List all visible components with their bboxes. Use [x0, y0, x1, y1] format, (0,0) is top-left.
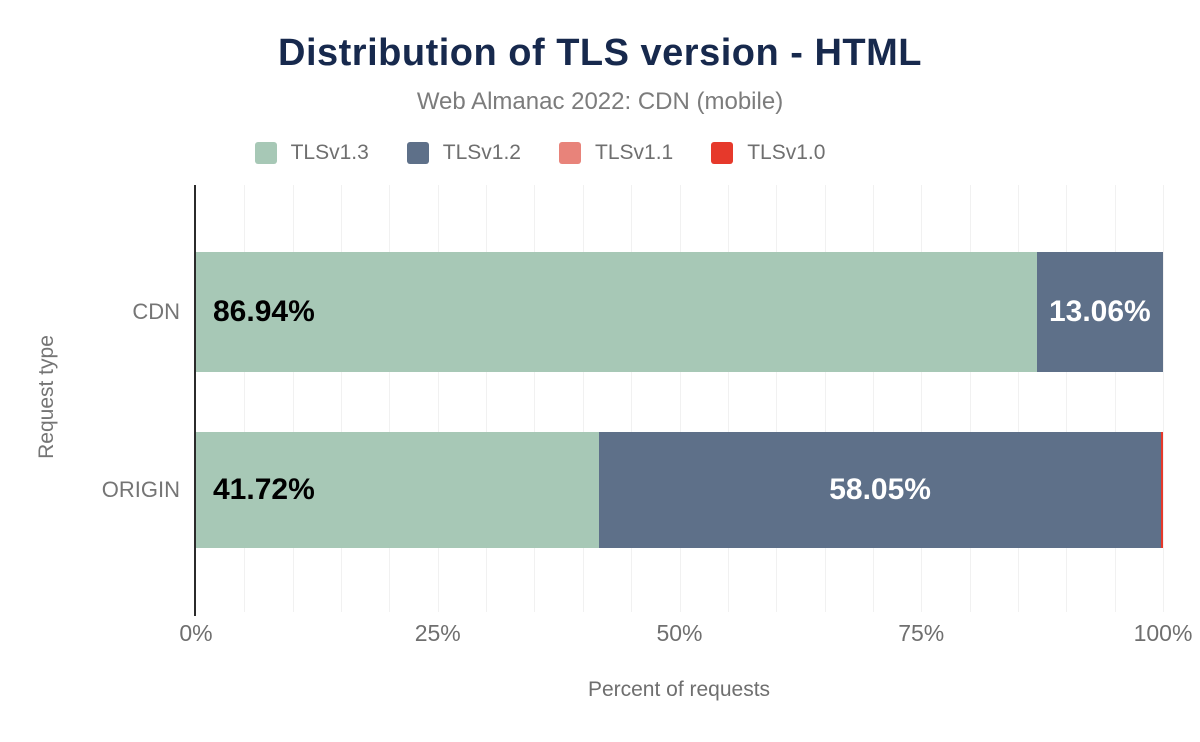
legend-label: TLSv1.3 — [290, 141, 369, 164]
gridline — [1114, 185, 1116, 612]
category-label-origin: ORIGIN — [101, 477, 180, 502]
gridline — [727, 185, 729, 612]
gridline — [872, 185, 874, 612]
value-label: 41.72% — [213, 473, 315, 506]
segment-origin-tlsv1.0 — [1160, 432, 1163, 548]
legend-item-tlsv1.1: TLSv1.1 — [559, 141, 673, 165]
legend-item-tlsv1.0: TLSv1.0 — [711, 141, 825, 165]
gridline — [969, 185, 971, 612]
chart-title: Distribution of TLS version - HTML — [278, 32, 922, 74]
legend-swatch-icon — [254, 142, 277, 164]
x-tick-label: 25% — [414, 620, 461, 646]
gridline — [341, 185, 343, 612]
segment-origin-tlsv1.3: 41.72% — [196, 432, 600, 548]
gridline — [776, 185, 778, 612]
y-axis-line — [194, 185, 196, 616]
bar-cdn: 86.94% 13.06% — [196, 252, 1163, 372]
gridline — [534, 185, 536, 612]
chart-subtitle: Web Almanac 2022: CDN (mobile) — [416, 88, 784, 115]
bar-origin: 41.72% 58.05% — [196, 432, 1163, 548]
x-tick-label: 50% — [656, 620, 703, 646]
gridline — [1163, 185, 1164, 612]
gridline — [486, 185, 488, 612]
x-tick-label: 100% — [1133, 620, 1193, 646]
value-label: 13.06% — [1048, 295, 1151, 328]
legend-label: TLSv1.1 — [595, 141, 674, 164]
gridline — [1066, 185, 1068, 612]
legend-item-tlsv1.2: TLSv1.2 — [406, 141, 521, 165]
gridline — [292, 185, 294, 612]
gridline — [437, 185, 439, 612]
gridline — [921, 185, 923, 612]
legend-item-tlsv1.3: TLSv1.3 — [254, 141, 369, 165]
gridline — [824, 185, 826, 612]
gridline — [244, 185, 246, 612]
x-tick-label: 0% — [179, 620, 213, 646]
legend-label: TLSv1.2 — [442, 141, 521, 164]
legend-label: TLSv1.0 — [747, 141, 826, 164]
gridline — [1017, 185, 1019, 612]
gridline — [679, 185, 681, 612]
segment-origin-tlsv1.2: 58.05% — [599, 432, 1161, 548]
gridline — [582, 185, 584, 612]
x-tick-label: 75% — [898, 620, 945, 646]
gridline — [631, 185, 633, 612]
value-label: 58.05% — [829, 473, 931, 506]
y-axis-categories: CDN ORIGIN — [0, 185, 180, 608]
legend-swatch-icon — [559, 142, 581, 164]
category-label-cdn: CDN — [132, 299, 180, 324]
legend: TLSv1.3 TLSv1.2 TLSv1.1 TLSv1.0 — [0, 141, 1080, 165]
segment-cdn-tlsv1.3: 86.94% — [196, 252, 1037, 372]
segment-cdn-tlsv1.2: 13.06% — [1036, 252, 1163, 372]
value-label: 86.94% — [213, 295, 315, 328]
legend-swatch-icon — [406, 142, 429, 164]
x-axis-title: Percent of requests — [587, 678, 771, 701]
gridline — [389, 185, 391, 612]
legend-swatch-icon — [711, 142, 734, 164]
plot-area: 86.94% 13.06% 41.72% 58.05% — [194, 185, 1164, 616]
